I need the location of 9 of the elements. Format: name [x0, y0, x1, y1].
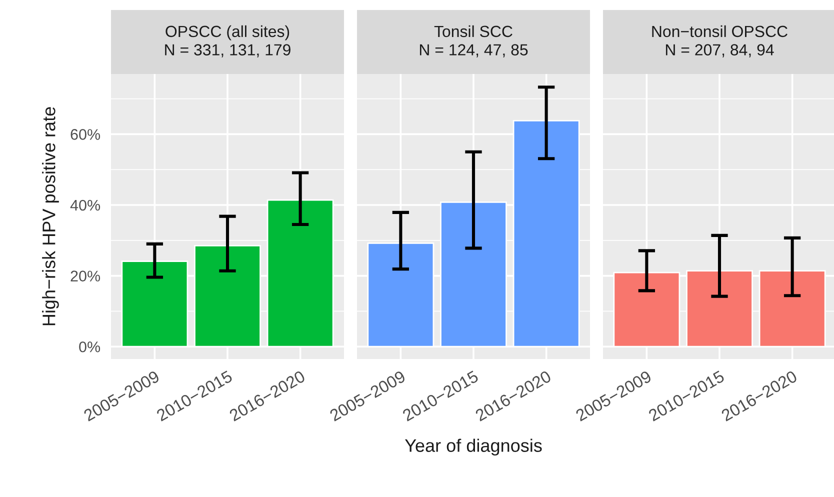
chart-title: Tonsil SCC N = 124, 47, 85 — [420, 25, 528, 58]
chart-title: Non−tonsil OPSCC N = 207, 84, 94 — [652, 25, 788, 58]
y-tick-label: 0% — [79, 341, 100, 352]
y-axis-title: High−risk HPV positive rate — [42, 107, 59, 326]
chart-title: OPSCC (all sites) N = 331, 131, 179 — [165, 25, 290, 58]
y-tick-label: 60% — [70, 129, 100, 140]
y-tick-label: 20% — [70, 270, 100, 282]
x-axis-title: Year of diagnosis — [404, 438, 542, 456]
y-tick-label: 40% — [70, 200, 100, 211]
